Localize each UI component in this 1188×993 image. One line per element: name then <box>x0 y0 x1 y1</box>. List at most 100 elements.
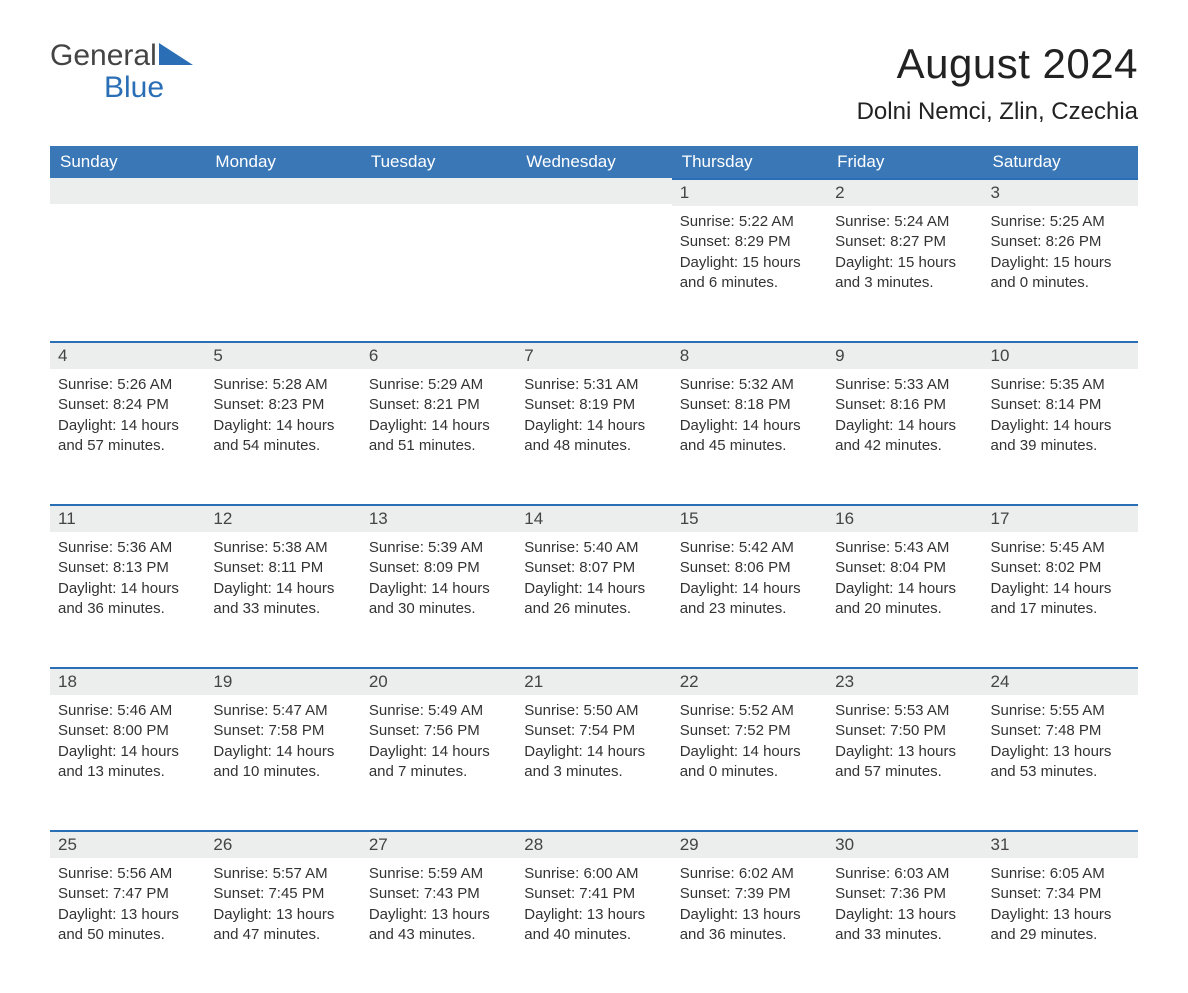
sunset-line: Sunset: 8:11 PM <box>213 558 352 578</box>
sunrise-line: Sunrise: 5:56 AM <box>58 864 197 884</box>
day-body: Sunrise: 5:28 AMSunset: 8:23 PMDaylight:… <box>205 369 360 466</box>
daynum-cell: 7 <box>516 341 671 369</box>
day-number: 1 <box>672 178 827 206</box>
day-body: Sunrise: 5:56 AMSunset: 7:47 PMDaylight:… <box>50 858 205 955</box>
day-cell <box>516 206 671 341</box>
day-number: 24 <box>983 667 1138 695</box>
day-body: Sunrise: 5:57 AMSunset: 7:45 PMDaylight:… <box>205 858 360 955</box>
daynum-cell: 4 <box>50 341 205 369</box>
day-body: Sunrise: 5:38 AMSunset: 8:11 PMDaylight:… <box>205 532 360 629</box>
daynum-cell: 25 <box>50 830 205 858</box>
daylight-line: Daylight: 14 hours and 30 minutes. <box>369 579 508 620</box>
daylight-line: Daylight: 14 hours and 39 minutes. <box>991 416 1130 457</box>
week-body-row: Sunrise: 5:26 AMSunset: 8:24 PMDaylight:… <box>50 369 1138 504</box>
daynum-cell: 17 <box>983 504 1138 532</box>
week-body-row: Sunrise: 5:46 AMSunset: 8:00 PMDaylight:… <box>50 695 1138 830</box>
daynum-cell: 27 <box>361 830 516 858</box>
day-cell: Sunrise: 5:39 AMSunset: 8:09 PMDaylight:… <box>361 532 516 667</box>
empty-day <box>516 178 671 204</box>
sunrise-line: Sunrise: 5:25 AM <box>991 212 1130 232</box>
day-cell: Sunrise: 5:33 AMSunset: 8:16 PMDaylight:… <box>827 369 982 504</box>
sunrise-line: Sunrise: 5:45 AM <box>991 538 1130 558</box>
day-cell: Sunrise: 5:52 AMSunset: 7:52 PMDaylight:… <box>672 695 827 830</box>
daynum-cell: 5 <box>205 341 360 369</box>
daynum-cell: 24 <box>983 667 1138 695</box>
sunset-line: Sunset: 7:43 PM <box>369 884 508 904</box>
daynum-cell: 21 <box>516 667 671 695</box>
sunset-line: Sunset: 8:26 PM <box>991 232 1130 252</box>
empty-day <box>361 178 516 204</box>
sunrise-line: Sunrise: 6:00 AM <box>524 864 663 884</box>
week-body-row: Sunrise: 5:22 AMSunset: 8:29 PMDaylight:… <box>50 206 1138 341</box>
daynum-cell: 16 <box>827 504 982 532</box>
day-cell: Sunrise: 5:49 AMSunset: 7:56 PMDaylight:… <box>361 695 516 830</box>
daylight-line: Daylight: 13 hours and 43 minutes. <box>369 905 508 946</box>
day-number: 22 <box>672 667 827 695</box>
daylight-line: Daylight: 13 hours and 53 minutes. <box>991 742 1130 783</box>
day-number: 5 <box>205 341 360 369</box>
sunrise-line: Sunrise: 5:52 AM <box>680 701 819 721</box>
daynum-cell <box>361 178 516 206</box>
sunset-line: Sunset: 7:34 PM <box>991 884 1130 904</box>
daylight-line: Daylight: 15 hours and 6 minutes. <box>680 253 819 294</box>
daynum-cell: 13 <box>361 504 516 532</box>
daylight-line: Daylight: 14 hours and 26 minutes. <box>524 579 663 620</box>
day-cell: Sunrise: 5:32 AMSunset: 8:18 PMDaylight:… <box>672 369 827 504</box>
sunset-line: Sunset: 8:18 PM <box>680 395 819 415</box>
day-cell: Sunrise: 6:02 AMSunset: 7:39 PMDaylight:… <box>672 858 827 993</box>
day-number: 27 <box>361 830 516 858</box>
day-header: Sunday <box>50 146 205 178</box>
daylight-line: Daylight: 13 hours and 33 minutes. <box>835 905 974 946</box>
sunrise-line: Sunrise: 5:53 AM <box>835 701 974 721</box>
daylight-line: Daylight: 14 hours and 42 minutes. <box>835 416 974 457</box>
sunrise-line: Sunrise: 5:32 AM <box>680 375 819 395</box>
day-cell: Sunrise: 5:47 AMSunset: 7:58 PMDaylight:… <box>205 695 360 830</box>
day-body: Sunrise: 6:03 AMSunset: 7:36 PMDaylight:… <box>827 858 982 955</box>
day-number: 14 <box>516 504 671 532</box>
day-number: 25 <box>50 830 205 858</box>
sunrise-line: Sunrise: 5:36 AM <box>58 538 197 558</box>
day-body: Sunrise: 5:32 AMSunset: 8:18 PMDaylight:… <box>672 369 827 466</box>
day-body: Sunrise: 5:39 AMSunset: 8:09 PMDaylight:… <box>361 532 516 629</box>
daynum-cell: 6 <box>361 341 516 369</box>
day-number: 31 <box>983 830 1138 858</box>
day-cell: Sunrise: 6:00 AMSunset: 7:41 PMDaylight:… <box>516 858 671 993</box>
sunset-line: Sunset: 7:58 PM <box>213 721 352 741</box>
day-number: 15 <box>672 504 827 532</box>
title-block: August 2024 Dolni Nemci, Zlin, Czechia <box>857 40 1138 126</box>
day-cell: Sunrise: 5:25 AMSunset: 8:26 PMDaylight:… <box>983 206 1138 341</box>
week-daynum-row: 45678910 <box>50 341 1138 369</box>
day-cell: Sunrise: 5:59 AMSunset: 7:43 PMDaylight:… <box>361 858 516 993</box>
calendar-body: 123Sunrise: 5:22 AMSunset: 8:29 PMDaylig… <box>50 178 1138 993</box>
sunrise-line: Sunrise: 5:31 AM <box>524 375 663 395</box>
day-cell: Sunrise: 5:31 AMSunset: 8:19 PMDaylight:… <box>516 369 671 504</box>
daylight-line: Daylight: 14 hours and 7 minutes. <box>369 742 508 783</box>
day-number: 30 <box>827 830 982 858</box>
sunrise-line: Sunrise: 5:49 AM <box>369 701 508 721</box>
day-number: 19 <box>205 667 360 695</box>
day-header: Thursday <box>672 146 827 178</box>
month-title: August 2024 <box>857 40 1138 88</box>
sunrise-line: Sunrise: 5:39 AM <box>369 538 508 558</box>
sunset-line: Sunset: 8:29 PM <box>680 232 819 252</box>
day-header: Tuesday <box>361 146 516 178</box>
daylight-line: Daylight: 14 hours and 23 minutes. <box>680 579 819 620</box>
day-body: Sunrise: 5:26 AMSunset: 8:24 PMDaylight:… <box>50 369 205 466</box>
day-body: Sunrise: 5:52 AMSunset: 7:52 PMDaylight:… <box>672 695 827 792</box>
sunrise-line: Sunrise: 5:43 AM <box>835 538 974 558</box>
daynum-cell: 10 <box>983 341 1138 369</box>
day-body: Sunrise: 5:25 AMSunset: 8:26 PMDaylight:… <box>983 206 1138 303</box>
day-cell: Sunrise: 5:35 AMSunset: 8:14 PMDaylight:… <box>983 369 1138 504</box>
day-number: 13 <box>361 504 516 532</box>
day-body: Sunrise: 6:00 AMSunset: 7:41 PMDaylight:… <box>516 858 671 955</box>
daynum-cell: 1 <box>672 178 827 206</box>
location: Dolni Nemci, Zlin, Czechia <box>857 98 1138 126</box>
day-body: Sunrise: 5:55 AMSunset: 7:48 PMDaylight:… <box>983 695 1138 792</box>
day-number: 6 <box>361 341 516 369</box>
daynum-cell: 18 <box>50 667 205 695</box>
daylight-line: Daylight: 14 hours and 17 minutes. <box>991 579 1130 620</box>
day-body: Sunrise: 5:45 AMSunset: 8:02 PMDaylight:… <box>983 532 1138 629</box>
sunrise-line: Sunrise: 5:57 AM <box>213 864 352 884</box>
daynum-cell: 8 <box>672 341 827 369</box>
daylight-line: Daylight: 14 hours and 48 minutes. <box>524 416 663 457</box>
